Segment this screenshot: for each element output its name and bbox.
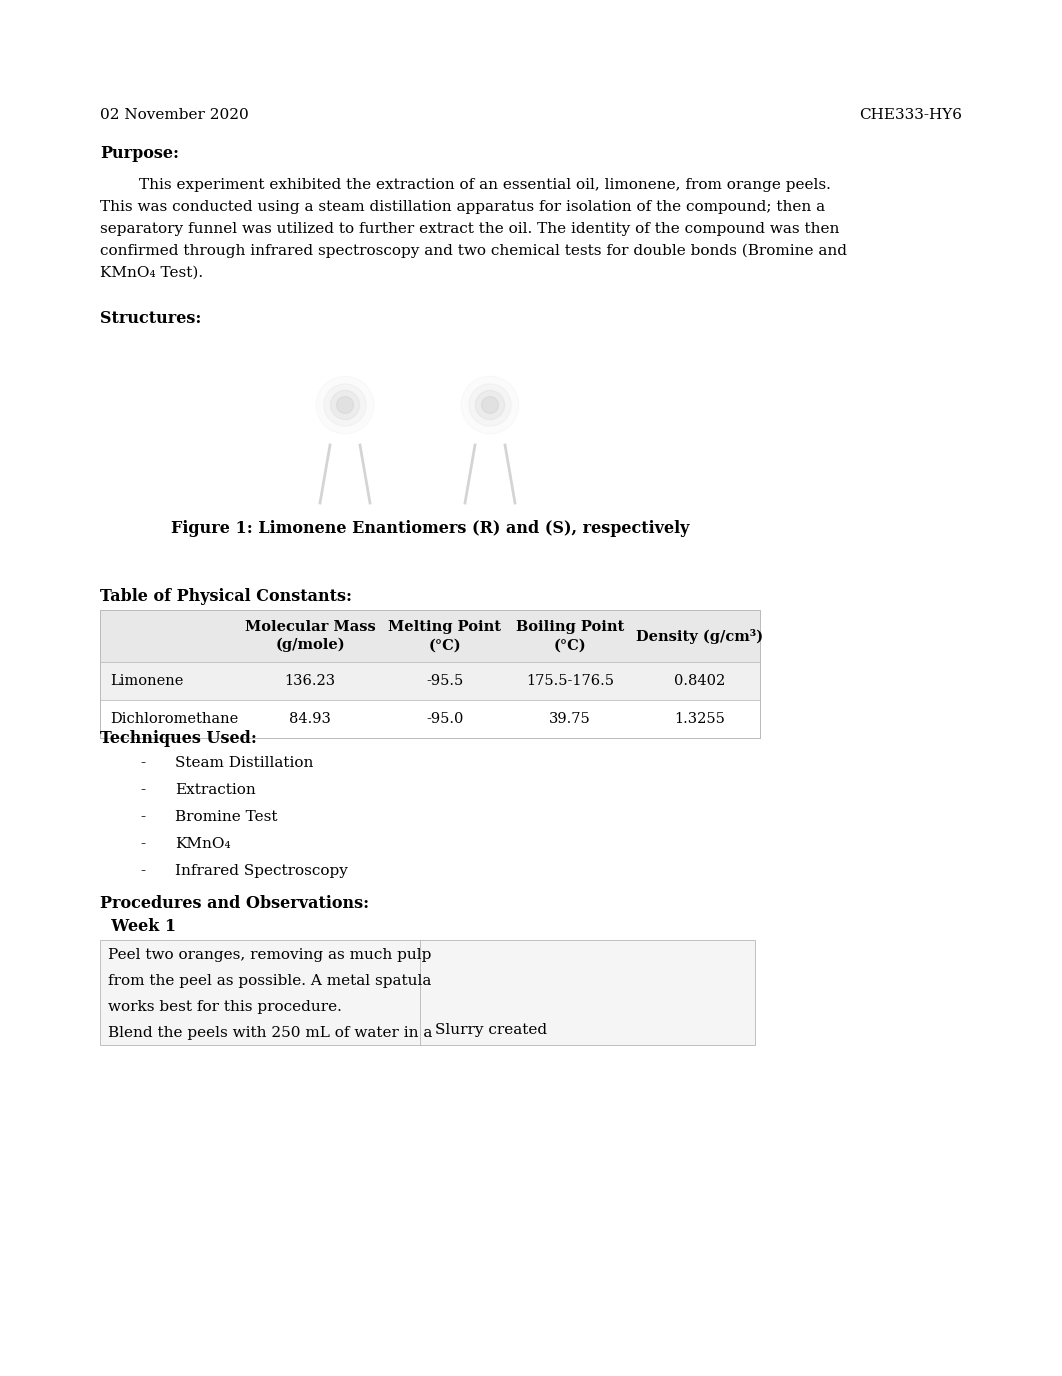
Text: Blend the peels with 250 mL of water in a: Blend the peels with 250 mL of water in … — [108, 1026, 432, 1040]
Text: This experiment exhibited the extraction of an essential oil, limonene, from ora: This experiment exhibited the extraction… — [100, 178, 830, 193]
Ellipse shape — [337, 396, 354, 413]
Text: KMnO₄: KMnO₄ — [175, 837, 230, 850]
Text: Steam Distillation: Steam Distillation — [175, 755, 313, 771]
Text: 136.23: 136.23 — [285, 674, 336, 688]
Text: This was conducted using a steam distillation apparatus for isolation of the com: This was conducted using a steam distill… — [100, 200, 825, 215]
Text: 39.75: 39.75 — [549, 711, 590, 727]
Text: Techniques Used:: Techniques Used: — [100, 731, 257, 747]
Text: Density (g/cm³): Density (g/cm³) — [636, 629, 764, 644]
Text: Extraction: Extraction — [175, 783, 256, 797]
Ellipse shape — [324, 384, 366, 427]
Text: -: - — [140, 783, 145, 797]
Text: -: - — [140, 864, 145, 878]
Text: Boiling Point
(°C): Boiling Point (°C) — [516, 619, 624, 652]
Text: Purpose:: Purpose: — [100, 144, 179, 162]
Text: 02 November 2020: 02 November 2020 — [100, 107, 249, 122]
Text: Melting Point
(°C): Melting Point (°C) — [389, 619, 501, 652]
Text: 0.8402: 0.8402 — [674, 674, 725, 688]
Text: Procedures and Observations:: Procedures and Observations: — [100, 894, 370, 912]
Text: 84.93: 84.93 — [289, 711, 331, 727]
Text: Infrared Spectroscopy: Infrared Spectroscopy — [175, 864, 348, 878]
Text: Week 1: Week 1 — [100, 918, 176, 936]
Text: -: - — [140, 810, 145, 824]
Text: Figure 1: Limonene Enantiomers (R) and (S), respectively: Figure 1: Limonene Enantiomers (R) and (… — [171, 520, 689, 537]
Text: -95.0: -95.0 — [426, 711, 464, 727]
Text: 175.5-176.5: 175.5-176.5 — [526, 674, 614, 688]
Text: Bromine Test: Bromine Test — [175, 810, 277, 824]
Text: -95.5: -95.5 — [426, 674, 464, 688]
Text: Limonene: Limonene — [110, 674, 184, 688]
Text: works best for this procedure.: works best for this procedure. — [108, 1000, 342, 1014]
Ellipse shape — [481, 396, 498, 413]
Text: confirmed through infrared spectroscopy and two chemical tests for double bonds : confirmed through infrared spectroscopy … — [100, 244, 847, 259]
Text: CHE333-HY6: CHE333-HY6 — [859, 107, 962, 122]
Text: Molecular Mass
(g/mole): Molecular Mass (g/mole) — [244, 619, 375, 652]
FancyBboxPatch shape — [100, 940, 755, 1044]
Ellipse shape — [476, 391, 504, 420]
Text: 1.3255: 1.3255 — [674, 711, 725, 727]
FancyBboxPatch shape — [100, 662, 760, 700]
Text: Structures:: Structures: — [100, 310, 202, 327]
Text: Table of Physical Constants:: Table of Physical Constants: — [100, 588, 352, 605]
Text: Slurry created: Slurry created — [435, 1022, 547, 1038]
Ellipse shape — [468, 384, 511, 427]
FancyBboxPatch shape — [100, 700, 760, 738]
Text: separatory funnel was utilized to further extract the oil. The identity of the c: separatory funnel was utilized to furthe… — [100, 222, 839, 237]
Text: -: - — [140, 755, 145, 771]
Text: Peel two oranges, removing as much pulp: Peel two oranges, removing as much pulp — [108, 948, 431, 962]
Text: -: - — [140, 837, 145, 850]
Text: from the peel as possible. A metal spatula: from the peel as possible. A metal spatu… — [108, 974, 431, 988]
Ellipse shape — [330, 391, 360, 420]
Text: Dichloromethane: Dichloromethane — [110, 711, 238, 727]
FancyBboxPatch shape — [100, 610, 760, 662]
Text: KMnO₄ Test).: KMnO₄ Test). — [100, 266, 203, 279]
